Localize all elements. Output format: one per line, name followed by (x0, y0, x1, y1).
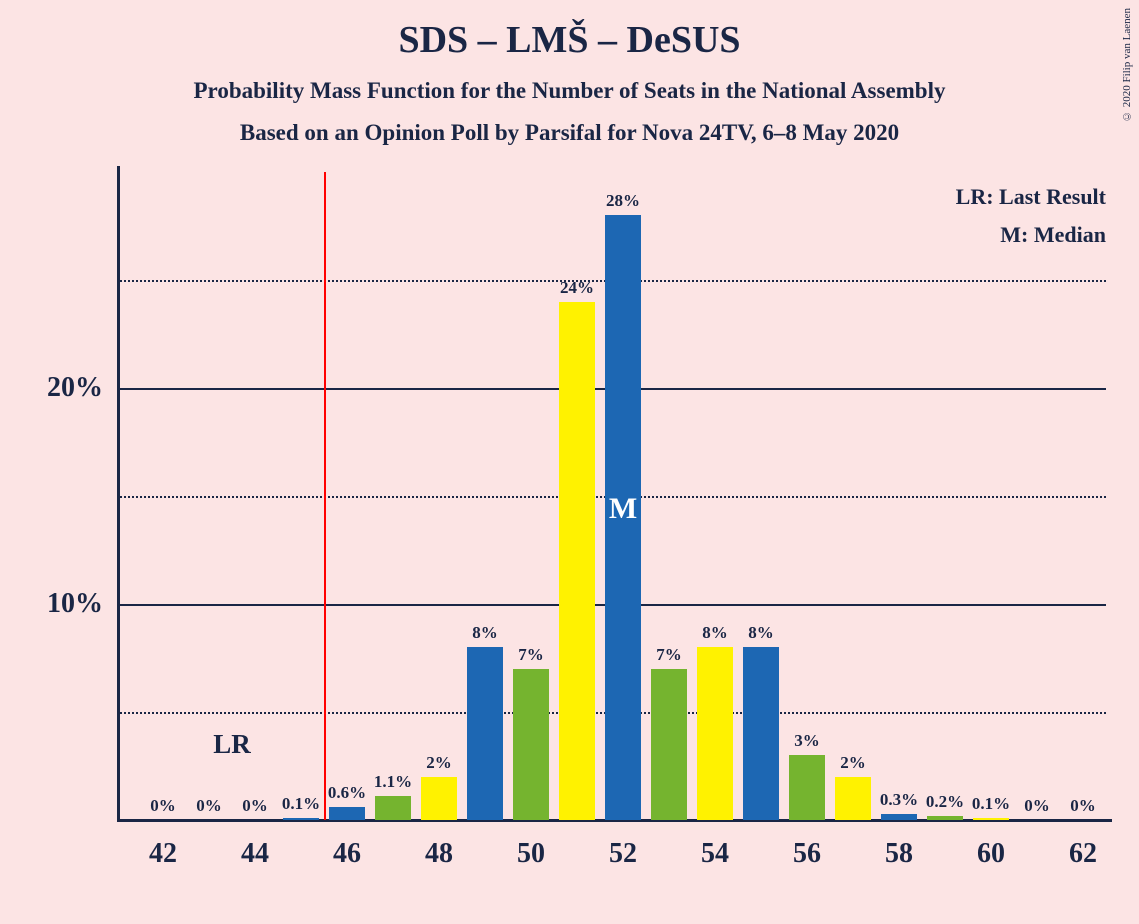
bar: 24% (559, 302, 595, 820)
bar-value-label: 0.6% (328, 783, 366, 803)
x-tick-label: 50 (517, 838, 545, 870)
x-tick-label: 58 (885, 838, 913, 870)
bar: 0.1% (283, 818, 319, 820)
chart-subtitle-2: Based on an Opinion Poll by Parsifal for… (0, 120, 1139, 146)
bar: 7% (513, 669, 549, 820)
bar: 0.1% (973, 818, 1009, 820)
last-result-label: LR (213, 729, 251, 760)
bar-value-label: 0.3% (880, 790, 918, 810)
x-tick-label: 48 (425, 838, 453, 870)
x-tick-label: 44 (241, 838, 269, 870)
bar-value-label: 2% (840, 753, 866, 773)
x-tick-label: 60 (977, 838, 1005, 870)
bar: 3% (789, 755, 825, 820)
bar-value-label: 24% (560, 278, 594, 298)
copyright-text: © 2020 Filip van Laenen (1121, 8, 1133, 122)
bar: 1.1% (375, 796, 411, 820)
bar-value-label: 2% (426, 753, 452, 773)
bar: 2% (421, 777, 457, 820)
bar: 8% (697, 647, 733, 820)
y-axis-line (117, 166, 120, 820)
bar-value-label: 28% (606, 191, 640, 211)
x-tick-label: 56 (793, 838, 821, 870)
bar-value-label: 8% (748, 623, 774, 643)
bar: 2% (835, 777, 871, 820)
bar-value-label: 8% (702, 623, 728, 643)
bar-value-label: 0% (1070, 796, 1096, 816)
bar: 0.2% (927, 816, 963, 820)
bar-value-label: 8% (472, 623, 498, 643)
x-tick-label: 52 (609, 838, 637, 870)
bar-value-label: 0% (1024, 796, 1050, 816)
plot-area: 10%20%4244464850525456586062LR0%0%0%0.1%… (117, 172, 1106, 820)
legend-line: LR: Last Result (956, 184, 1106, 210)
bar-value-label: 3% (794, 731, 820, 751)
x-tick-label: 42 (149, 838, 177, 870)
bar-value-label: 1.1% (374, 772, 412, 792)
x-tick-label: 46 (333, 838, 361, 870)
bar: 0.6% (329, 807, 365, 820)
y-tick-label: 20% (47, 372, 103, 404)
bar: 0.3% (881, 814, 917, 820)
chart-subtitle-1: Probability Mass Function for the Number… (0, 78, 1139, 104)
last-result-line (324, 172, 326, 820)
bar-value-label: 0.1% (972, 794, 1010, 814)
bar-value-label: 0.2% (926, 792, 964, 812)
chart-title: SDS – LMŠ – DeSUS (0, 18, 1139, 62)
legend-line: M: Median (1000, 222, 1106, 248)
x-tick-label: 62 (1069, 838, 1097, 870)
bar: 8% (467, 647, 503, 820)
x-tick-label: 54 (701, 838, 729, 870)
bar-value-label: 0% (196, 796, 222, 816)
bar-value-label: 0% (242, 796, 268, 816)
bar-value-label: 0% (150, 796, 176, 816)
y-tick-label: 10% (47, 588, 103, 620)
bar-value-label: 0.1% (282, 794, 320, 814)
bar-value-label: 7% (518, 645, 544, 665)
bar-value-label: 7% (656, 645, 682, 665)
median-label: M (609, 492, 637, 526)
chart-container: SDS – LMŠ – DeSUS Probability Mass Funct… (0, 0, 1139, 924)
bar: 8% (743, 647, 779, 820)
bar: 28%M (605, 215, 641, 820)
bar: 7% (651, 669, 687, 820)
